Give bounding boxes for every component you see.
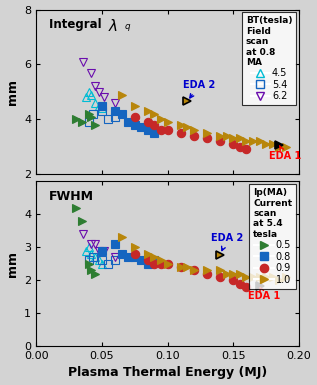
Y-axis label: mm: mm: [6, 251, 19, 277]
X-axis label: Plasma Thermal Energy (MJ): Plasma Thermal Energy (MJ): [68, 367, 267, 380]
Text: Integral: Integral: [49, 18, 106, 31]
Legend: 0.5, 0.8, 0.9, 1.0: 0.5, 0.8, 0.9, 1.0: [249, 184, 296, 289]
Y-axis label: mm: mm: [6, 79, 19, 105]
Text: EDA 1: EDA 1: [269, 146, 301, 161]
Legend: 4.5, 5.4, 6.2: 4.5, 5.4, 6.2: [242, 12, 296, 105]
Text: EDA 1: EDA 1: [248, 288, 280, 301]
Text: EDA 2: EDA 2: [211, 233, 243, 251]
Text: FWHM: FWHM: [49, 190, 94, 203]
Text: EDA 2: EDA 2: [183, 80, 216, 98]
Text: $\lambda$: $\lambda$: [108, 18, 119, 34]
Text: $_q$: $_q$: [124, 21, 132, 34]
